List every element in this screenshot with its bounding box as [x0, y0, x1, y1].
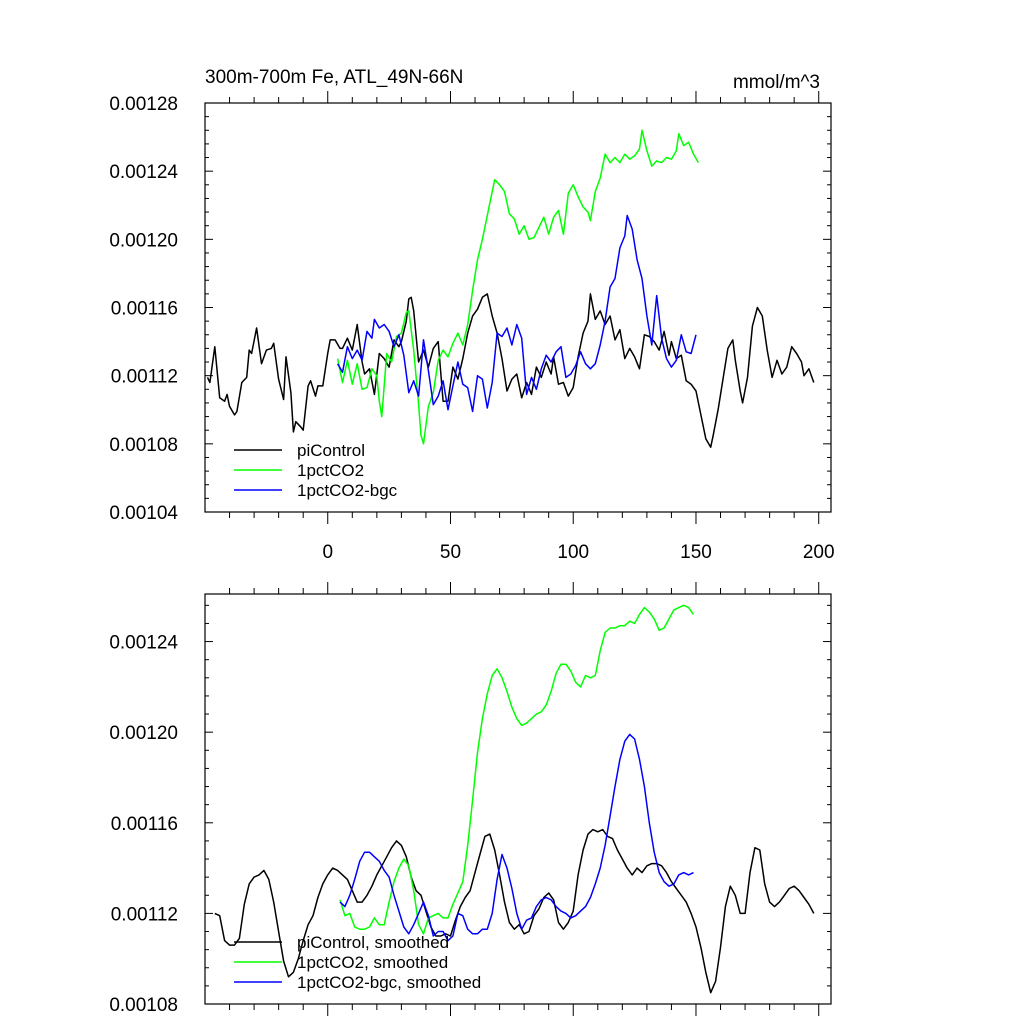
y-tick-label: 0.00116 [111, 814, 178, 835]
y-tick-label: 0.00120 [109, 230, 178, 251]
y-tick-label: 0.00116 [111, 299, 178, 320]
legend-label-1pctco2-smoothed: 1pctCO2, smoothed [297, 953, 448, 972]
legend-label-picontrol: piControl [297, 441, 365, 460]
y-tick-label: 0.00124 [109, 633, 178, 654]
legend-label-1pctco2: 1pctCO2 [297, 461, 364, 480]
y-tick-label: 0.00112 [111, 904, 178, 925]
legend-label-picontrol-smoothed: piControl, smoothed [297, 933, 449, 952]
x-tick-label: 0 [322, 542, 333, 563]
series-line-1pctco2-bgc [336, 214, 697, 413]
legend-label-1pctco2-bgc: 1pctCO2-bgc [297, 481, 398, 500]
x-tick-label: 200 [803, 542, 835, 563]
y-tick-label: 0.00108 [109, 995, 178, 1016]
y-tick-label: 0.00104 [109, 503, 178, 524]
y-tick-label: 0.00124 [109, 162, 178, 183]
top-panel: 0.00104 0.00108 0.00112 0.00116 0.00120 0.001… [109, 67, 834, 563]
series-line-1pctco2-bgc-smoothed [339, 733, 694, 942]
units-label: mmol/m^3 [733, 72, 820, 93]
plot-frame [204, 593, 832, 1005]
bottom-panel: 0.00108 0.00112 0.00116 0.00120 0.00124 piCon… [109, 582, 832, 1016]
x-tick-label: 50 [440, 542, 461, 563]
y-tick-label: 0.00120 [109, 723, 178, 744]
chart-title: 300m-700m Fe, ATL_49N-66N [205, 67, 463, 88]
series-line-picontrol-smoothed [214, 828, 815, 994]
x-tick-label: 150 [680, 542, 712, 563]
series-line-picontrol [206, 293, 815, 448]
series-line-1pctco2 [336, 129, 700, 445]
y-tick-label: 0.00112 [111, 367, 178, 388]
legend-label-1pctco2-bgc-smoothed: 1pctCO2-bgc, smoothed [297, 973, 481, 992]
x-tick-label: 100 [557, 542, 589, 563]
y-tick-label: 0.00108 [109, 435, 178, 456]
series-line-1pctco2-smoothed [339, 604, 695, 935]
y-tick-label: 0.00128 [109, 94, 178, 115]
